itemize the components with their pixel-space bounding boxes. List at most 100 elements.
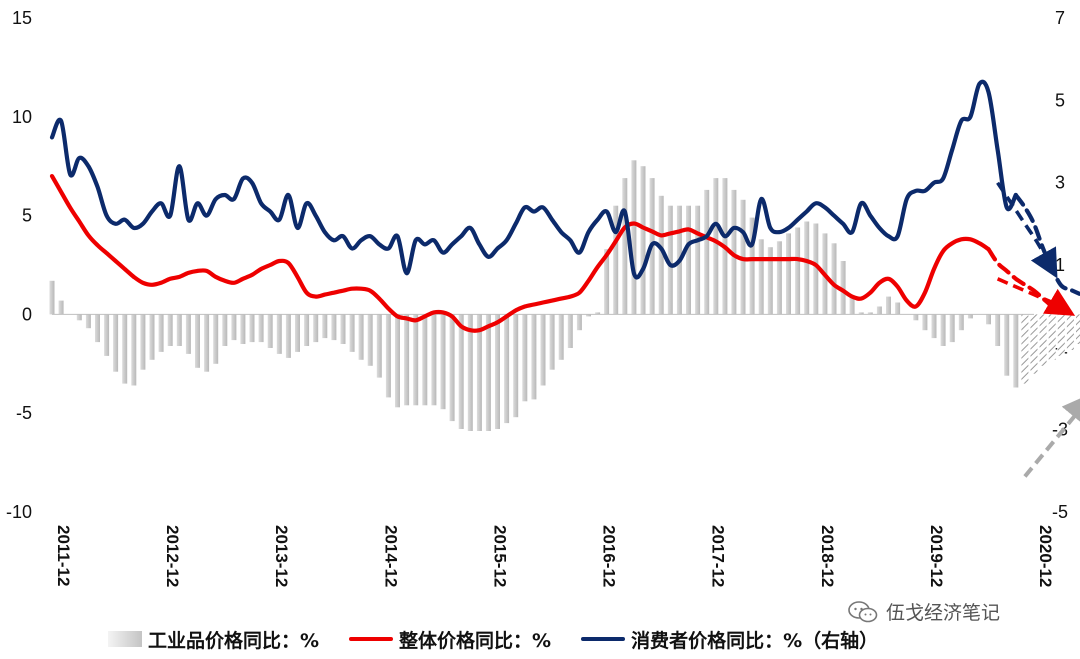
industrial-bar (995, 314, 1001, 346)
industrial-forecast-bar (1057, 314, 1065, 356)
industrial-bar (567, 314, 573, 348)
legend-label-consumer: 消费者价格同比：%（右轴） (631, 629, 879, 652)
industrial-bar (476, 314, 482, 431)
left-tick-label: 5 (22, 206, 32, 226)
legend-bar-swatch (108, 631, 142, 647)
industrial-forecast-bar (1030, 314, 1038, 374)
industrial-bar (1013, 314, 1019, 388)
wechat-icon (848, 600, 878, 622)
industrial-bar (367, 314, 373, 366)
industrial-price-bars (49, 160, 1080, 478)
industrial-bar (922, 314, 928, 331)
industrial-bar (749, 217, 755, 315)
right-tick-label: 1 (1055, 255, 1065, 275)
right-tick-label: 7 (1055, 8, 1065, 28)
industrial-bar (658, 195, 664, 315)
industrial-bar (758, 239, 764, 315)
industrial-bar (513, 314, 519, 418)
industrial-bar (358, 314, 364, 360)
industrial-bar (540, 314, 546, 386)
industrial-bar (213, 314, 219, 364)
industrial-bar (595, 312, 601, 315)
industrial-bar (731, 189, 737, 315)
industrial-bar (586, 314, 591, 317)
industrial-bar (422, 314, 428, 406)
industrial-bar (331, 314, 337, 341)
industrial-bar (949, 314, 955, 343)
x-tick-label: 2020-12 (1036, 525, 1055, 587)
industrial-bar (267, 314, 273, 348)
industrial-bar (113, 314, 119, 372)
overall-price-forecast-arrow (996, 277, 1076, 316)
left-axis-ticks: 15 10 5 0 -5 -10 (6, 8, 32, 522)
industrial-bar (704, 189, 710, 315)
industrial-bar (776, 241, 782, 315)
industrial-bar (576, 314, 582, 331)
x-tick-label: 2015-12 (490, 525, 509, 587)
x-tick-label: 2016-12 (600, 525, 619, 587)
left-tick-label: 0 (22, 304, 32, 324)
industrial-bar (467, 314, 473, 431)
industrial-bar (713, 178, 719, 315)
industrial-bar (258, 314, 264, 343)
industrial-bar (322, 314, 328, 339)
legend-item-industrial: 工业品价格同比：% (108, 626, 319, 653)
industrial-bar (913, 314, 919, 321)
industrial-bar (613, 205, 619, 315)
industrial-bar (640, 166, 646, 315)
industrial-bar (858, 312, 864, 315)
legend-label-overall: 整体价格同比：% (399, 629, 552, 652)
industrial-bar (158, 314, 164, 352)
industrial-bar (149, 314, 155, 360)
x-tick-label: 2019-12 (927, 525, 946, 587)
industrial-bar (786, 233, 791, 315)
industrial-bar (967, 314, 973, 319)
industrial-bar (886, 296, 891, 315)
industrial-bar (431, 314, 437, 406)
x-axis-ticks: 2011-12 2012-12 2013-12 2014-12 2015-12 2016-… (54, 525, 1055, 587)
industrial-bar (140, 314, 146, 370)
industrial-bar (76, 314, 82, 321)
industrial-bar (631, 160, 637, 315)
left-tick-label: 15 (12, 8, 32, 28)
industrial-bar (313, 314, 319, 343)
legend-item-consumer: 消费者价格同比：%（右轴） (581, 626, 878, 653)
industrial-bar (413, 314, 419, 406)
watermark-text: 伍戈经济笔记 (886, 602, 1001, 624)
industrial-bar (940, 314, 946, 346)
industrial-bar (458, 314, 464, 429)
industrial-bar (385, 314, 391, 398)
industrial-bar (549, 314, 555, 370)
right-tick-label: -5 (1052, 502, 1068, 522)
industrial-bar (867, 312, 873, 315)
x-tick-label: 2014-12 (381, 525, 400, 587)
industrial-bar (840, 261, 846, 315)
x-tick-label: 2017-12 (709, 525, 728, 587)
x-tick-label: 2013-12 (272, 525, 291, 587)
industrial-bar (176, 314, 182, 346)
industrial-bar (695, 205, 701, 315)
industrial-bar (767, 247, 773, 315)
industrial-bar (1004, 314, 1010, 376)
industrial-bar (231, 314, 237, 341)
industrial-bar (686, 205, 691, 315)
industrial-bar (249, 314, 255, 343)
industrial-forecast-bar (1039, 314, 1047, 366)
industrial-bar (122, 314, 128, 384)
x-tick-label: 2018-12 (818, 525, 837, 587)
industrial-bar (804, 221, 810, 315)
industrial-bar (558, 314, 564, 360)
industrial-bar (304, 314, 310, 346)
industrial-bar (131, 314, 137, 386)
industrial-bar (276, 314, 282, 354)
consumer-price-line (49, 79, 1018, 280)
industrial-bar (831, 243, 837, 315)
left-tick-label: -10 (6, 502, 32, 522)
industrial-forecast-bar (1076, 314, 1080, 344)
industrial-bar (895, 302, 901, 315)
industrial-bar (85, 314, 91, 329)
industrial-bar (986, 314, 991, 325)
industrial-bar (185, 314, 191, 354)
